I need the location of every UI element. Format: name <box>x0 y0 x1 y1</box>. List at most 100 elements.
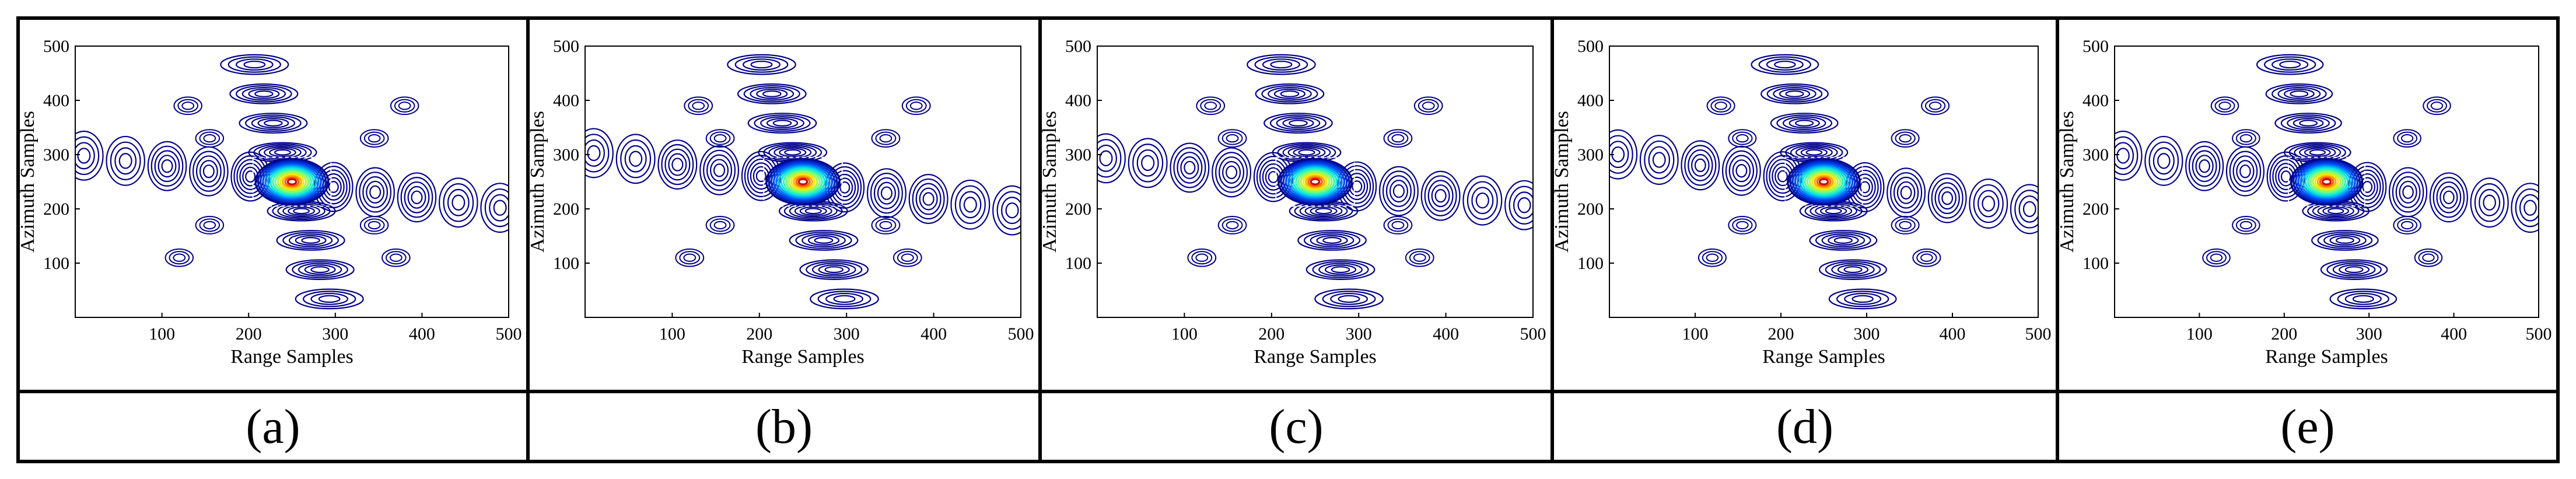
diagonal-lobe-contour <box>1895 131 1916 145</box>
column-divider <box>2056 16 2059 463</box>
diagonal-lobe-contour <box>1383 216 1413 235</box>
azimuth-sidelobe-contour <box>1310 206 1338 216</box>
azimuth-sidelobe-contour <box>1779 88 1811 99</box>
azimuth-sidelobe-contour <box>2311 230 2379 251</box>
diagonal-lobe-contour <box>1191 251 1213 265</box>
diagonal-lobe-contour <box>2423 96 2451 116</box>
range-sidelobe-contour <box>870 173 903 214</box>
y-tick-label: 100 <box>553 254 579 273</box>
y-tick-label: 300 <box>2082 145 2109 165</box>
azimuth-sidelobe-contour <box>2323 233 2367 247</box>
main-lobe-contour <box>1799 166 1849 198</box>
column-divider <box>1038 16 1042 463</box>
azimuth-sidelobe-contour <box>1273 88 1306 99</box>
diagonal-lobe-contour <box>2210 96 2239 116</box>
range-sidelobe-contour <box>877 181 896 205</box>
azimuth-sidelobe-contour <box>1287 146 1326 159</box>
main-lobe-box <box>1784 156 1863 207</box>
diagonal-lobe-contour <box>713 134 727 143</box>
y-tick-label: 200 <box>2082 200 2109 219</box>
azimuth-sidelobe-contour <box>1751 54 1819 75</box>
azimuth-sidelobe-contour <box>1316 235 1348 246</box>
main-lobe-contour <box>795 176 811 187</box>
main-lobe-contour <box>1814 175 1834 188</box>
azimuth-sidelobe-contour <box>1338 295 1360 303</box>
range-sidelobe-contour <box>359 172 392 213</box>
diagonal-lobe-contour <box>359 129 389 148</box>
azimuth-sidelobe-contour <box>1255 83 1325 104</box>
azimuth-sidelobe-contour <box>1318 263 1363 277</box>
range-sidelobe-contour <box>908 174 949 224</box>
diagonal-lobe-contour <box>1200 99 1222 113</box>
range-sidelobe-contour <box>484 188 509 228</box>
diagonal-lobe-contour <box>169 251 190 265</box>
range-sidelobe-contour <box>1268 171 1279 183</box>
main-lobe-contour <box>1794 162 1854 201</box>
range-sidelobe-contour <box>480 183 509 233</box>
main-lobe-contour <box>2290 158 2364 206</box>
range-sidelobe-contour <box>1517 197 1531 214</box>
azimuth-sidelobe-contour <box>1788 118 1820 128</box>
diagonal-lobe-contour <box>1899 221 1912 230</box>
diagonal-lobe-contour <box>394 99 415 113</box>
caption-a: (a) <box>246 399 300 454</box>
range-sidelobe-contour <box>2474 183 2505 222</box>
range-sidelobe-contour <box>2395 176 2421 208</box>
azimuth-sidelobe-contour <box>2255 27 2306 43</box>
diagonal-lobe-contour <box>390 96 419 116</box>
range-sidelobe-contour <box>75 136 100 176</box>
diagonal-lobe-contour <box>1728 129 1757 148</box>
diagonal-lobe-contour <box>1222 131 1243 145</box>
azimuth-sidelobe-contour <box>754 114 811 132</box>
azimuth-sidelobe-contour <box>737 83 807 104</box>
range-sidelobe-contour <box>1927 173 1967 223</box>
range-sidelobe-contour <box>443 183 474 222</box>
range-sidelobe-contour <box>624 145 647 173</box>
azimuth-sidelobe-contour <box>2271 32 2291 39</box>
azimuth-sidelobe-contour <box>1852 295 1874 303</box>
azimuth-sidelobe-contour <box>318 295 341 303</box>
azimuth-sidelobe-contour <box>833 295 856 303</box>
range-sidelobe-contour <box>355 167 395 218</box>
range-sidelobe-contour <box>325 177 342 197</box>
azimuth-sidelobe-contour <box>741 32 762 39</box>
azimuth-sidelobe-contour <box>254 90 274 97</box>
range-sidelobe-contour <box>114 147 137 175</box>
main-lobe-contour <box>1796 164 1852 200</box>
range-sidelobe-contour <box>2479 188 2501 216</box>
range-sidelobe-contour <box>1644 140 1675 180</box>
range-sidelobe-contour <box>2192 150 2217 183</box>
azimuth-sidelobe-contour <box>1831 263 1875 277</box>
main-lobe-contour <box>1808 172 1839 192</box>
azimuth-sidelobe-contour <box>1298 149 1315 156</box>
range-sidelobe-contour <box>1431 184 1450 208</box>
diagonal-lobe-contour <box>1929 102 1942 110</box>
diagonal-lobe-contour <box>2235 218 2256 232</box>
range-sidelobe-contour <box>1777 170 1788 183</box>
range-sidelobe-contour <box>2148 141 2179 180</box>
range-sidelobe-contour <box>2402 185 2414 200</box>
contour-plot-e: 100 200 300 400 500 100 200 300 400 500 Range Sam… <box>2056 27 2552 368</box>
main-lobe-contour <box>276 172 307 192</box>
range-sidelobe-contour <box>1462 175 1503 226</box>
range-sidelobe-contour <box>439 177 478 228</box>
diagonal-lobe-contour <box>382 248 411 267</box>
diagonal-lobe-contour <box>1204 102 1217 110</box>
x-tick-label: 400 <box>2441 324 2467 344</box>
diagonal-lobe-contour <box>173 253 186 262</box>
azimuth-sidelobe-contour <box>1765 32 1786 39</box>
azimuth-sidelobe-contour <box>1758 56 1812 73</box>
range-sidelobe-contour <box>1860 181 1870 194</box>
range-sidelobe-contour <box>1721 145 1761 196</box>
azimuth-sidelobe-contour <box>310 292 349 305</box>
y-tick-label: 500 <box>553 37 579 56</box>
azimuth-sidelobe-contour <box>248 88 280 99</box>
caption-b: (b) <box>755 399 813 454</box>
range-sidelobe-contour <box>706 154 733 187</box>
range-sidelobe-contour <box>2199 159 2210 173</box>
diagonal-lobe-contour <box>1924 99 1946 113</box>
azimuth-sidelobe-contour <box>1293 148 1321 158</box>
diagonal-lobe-contour <box>684 96 713 116</box>
y-tick-label: 200 <box>553 200 579 219</box>
main-lobe-contour <box>1307 176 1323 187</box>
